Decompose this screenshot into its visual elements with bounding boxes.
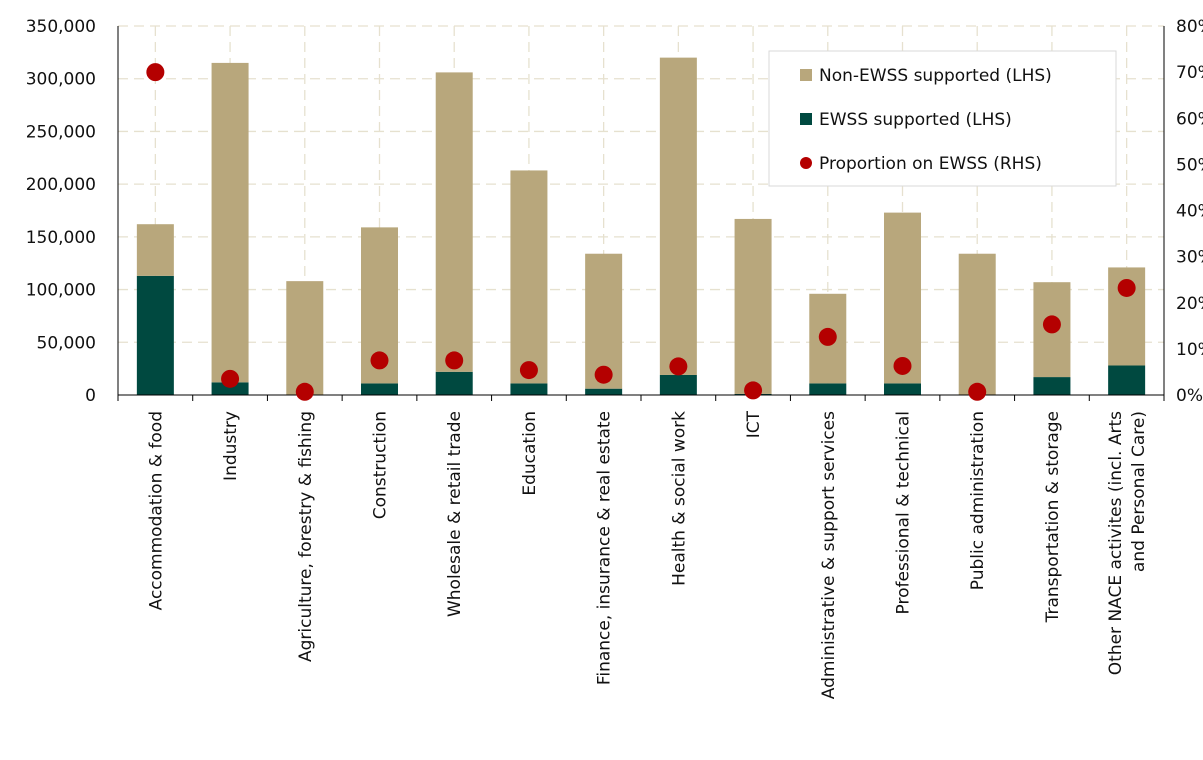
bar-non-ewss-supported xyxy=(510,170,548,384)
bar-non-ewss-supported xyxy=(958,253,996,395)
bar-non-ewss-supported xyxy=(734,218,772,394)
bar-ewss-supported xyxy=(510,383,548,395)
x-category-label: Agriculture, forestry & fishing xyxy=(296,411,316,662)
legend-marker-proportion xyxy=(800,157,812,169)
y-left-tick-label: 0 xyxy=(85,386,96,406)
y-left-tick-label: 200,000 xyxy=(26,175,96,195)
legend-swatch-non-ewss xyxy=(800,69,812,81)
proportion-point xyxy=(1117,278,1136,297)
proportion-point xyxy=(818,327,837,346)
y-right-tick-label: 60% xyxy=(1176,109,1203,129)
y-right-tick-label: 70% xyxy=(1176,63,1203,83)
y-right-tick-label: 30% xyxy=(1176,248,1203,268)
y-right-tick-label: 10% xyxy=(1176,340,1203,360)
x-category-label: Wholesale & retail trade xyxy=(445,411,465,617)
bar-ewss-supported xyxy=(136,275,174,395)
x-category-label: Health & social work xyxy=(669,411,689,586)
y-left-tick-label: 250,000 xyxy=(26,122,96,142)
proportion-point xyxy=(146,63,165,82)
bar-ewss-supported xyxy=(884,383,921,395)
bar-ewss-supported xyxy=(585,388,623,395)
proportion-point xyxy=(968,382,987,401)
proportion-point xyxy=(669,357,688,376)
y-right-tick-label: 20% xyxy=(1176,294,1203,314)
y-left-tick-label: 350,000 xyxy=(26,17,96,37)
proportion-point xyxy=(445,351,464,370)
y-right-tick-label: 0% xyxy=(1176,386,1203,406)
x-category-label: Administrative & support services xyxy=(819,411,839,699)
proportion-point xyxy=(295,382,314,401)
bar-ewss-supported xyxy=(1033,377,1071,395)
bar-ewss-supported xyxy=(211,382,249,395)
bar-non-ewss-supported xyxy=(136,224,174,276)
proportion-point xyxy=(893,356,912,375)
x-category-label: Industry xyxy=(221,411,241,481)
bar-non-ewss-supported xyxy=(286,281,324,395)
bar-ewss-supported xyxy=(1108,365,1146,395)
y-left-tick-label: 300,000 xyxy=(26,70,96,90)
bar-non-ewss-supported xyxy=(211,62,249,383)
bar-non-ewss-supported xyxy=(435,72,473,372)
bar-ewss-supported xyxy=(435,371,473,395)
x-category-label: ICT xyxy=(744,410,764,438)
y-left-tick-label: 150,000 xyxy=(26,228,96,248)
proportion-point xyxy=(594,365,613,384)
proportion-point xyxy=(370,351,389,370)
y-left-tick-label: 100,000 xyxy=(26,281,96,301)
proportion-point xyxy=(221,369,240,388)
x-category-label: Construction xyxy=(371,411,391,519)
legend-label: Non-EWSS supported (LHS) xyxy=(819,66,1052,86)
x-category-label: Transportation & storage xyxy=(1043,411,1063,623)
proportion-point xyxy=(744,381,763,400)
legend-swatch-ewss xyxy=(800,113,812,125)
bar-non-ewss-supported xyxy=(659,57,697,375)
x-category-label: Public administration xyxy=(968,411,988,590)
x-category-label: Accommodation & food xyxy=(146,411,166,610)
legend-label: Proportion on EWSS (RHS) xyxy=(819,154,1042,174)
legend: Non-EWSS supported (LHS) EWSS supported (… xyxy=(768,50,1117,187)
bar-ewss-supported xyxy=(361,383,398,395)
y-right-tick-label: 80% xyxy=(1176,17,1203,37)
proportion-point xyxy=(1042,315,1061,334)
x-category-label: Finance, insurance & real estate xyxy=(595,411,615,685)
legend-label: EWSS supported (LHS) xyxy=(819,110,1012,130)
bar-ewss-supported xyxy=(659,374,697,395)
y-right-tick-label: 50% xyxy=(1176,155,1203,175)
bar-ewss-supported xyxy=(809,383,847,395)
legend-box xyxy=(768,50,1117,187)
proportion-point xyxy=(519,361,538,380)
x-category-label: and Personal Care) xyxy=(1129,411,1149,572)
y-right-tick-label: 40% xyxy=(1176,202,1203,222)
y-left-tick-label: 50,000 xyxy=(37,333,96,353)
x-category-label: Professional & technical xyxy=(894,411,914,614)
x-category-label: Education xyxy=(520,411,540,496)
x-category-label: Other NACE activites (incl. Arts xyxy=(1106,411,1126,675)
bar-non-ewss-supported xyxy=(884,212,921,384)
